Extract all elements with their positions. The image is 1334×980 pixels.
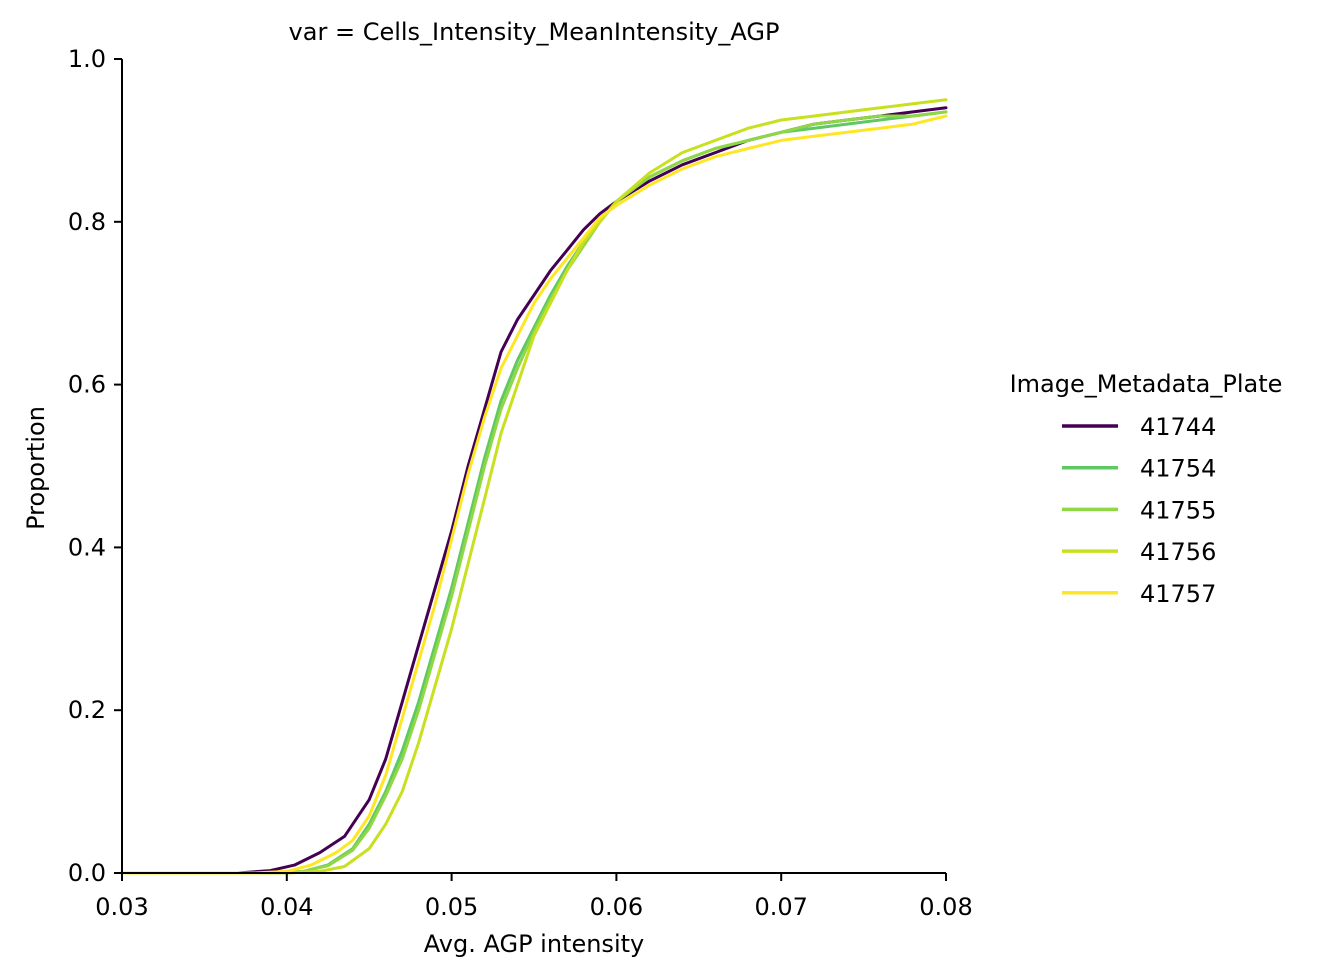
legend: Image_Metadata_Plate 41744 41754 41755 4175… — [1010, 370, 1283, 608]
legend-label: 41744 — [1140, 413, 1216, 441]
series-line-41756 — [120, 98, 948, 875]
legend-label: 41756 — [1140, 538, 1216, 566]
x-tick-label: 0.05 — [425, 893, 478, 921]
x-tick-label: 0.03 — [95, 893, 148, 921]
y-tick-label: 1.0 — [68, 45, 106, 73]
x-tick-label: 0.08 — [919, 893, 972, 921]
legend-title: Image_Metadata_Plate — [1010, 370, 1283, 398]
y-tick-label: 0.4 — [68, 533, 106, 561]
y-tick-label: 0.8 — [68, 208, 106, 236]
series-line-41757 — [120, 114, 948, 875]
x-tick-label: 0.04 — [260, 893, 313, 921]
series-line-41754 — [120, 110, 948, 875]
y-tick-label: 0.2 — [68, 696, 106, 724]
series-line-41755 — [120, 110, 948, 875]
series-layer — [120, 98, 948, 875]
y-axis-title: Proportion — [22, 406, 50, 530]
y-tick-label: 0.6 — [68, 371, 106, 399]
x-tick-label: 0.07 — [754, 893, 807, 921]
legend-items: 41744 41754 41755 41756 41757 — [1062, 413, 1216, 608]
legend-label: 41755 — [1140, 496, 1216, 524]
x-axis-title: Avg. AGP intensity — [424, 930, 644, 958]
legend-label: 41754 — [1140, 455, 1216, 483]
y-axis-ticks: 0.0 0.2 0.4 0.6 0.8 1.0 — [68, 45, 122, 887]
x-tick-label: 0.06 — [590, 893, 643, 921]
series-line-41744 — [120, 106, 948, 875]
x-axis-ticks: 0.03 0.04 0.05 0.06 0.07 0.08 — [95, 873, 973, 921]
y-tick-label: 0.0 — [68, 859, 106, 887]
chart-title: var = Cells_Intensity_MeanIntensity_AGP — [289, 18, 780, 46]
legend-label: 41757 — [1140, 580, 1216, 608]
